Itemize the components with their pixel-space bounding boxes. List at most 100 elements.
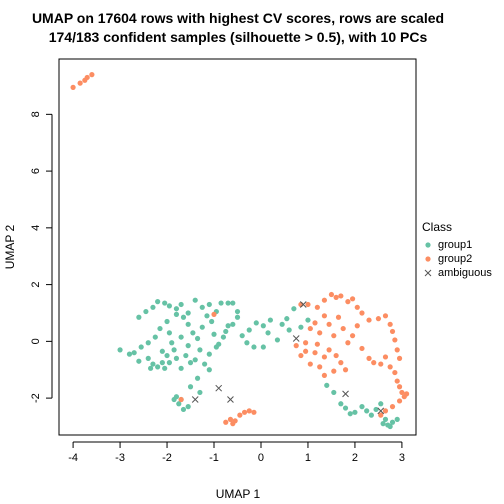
data-point-group2 [331,368,337,374]
data-point-group1 [206,301,212,308]
data-point-group2 [211,311,217,317]
data-point-group1 [190,330,196,336]
data-point-group2 [326,321,332,327]
data-point-group2 [382,408,389,414]
data-point-group1 [143,308,149,315]
legend: Class group1 group2 ambiguous [422,220,492,279]
data-point-group1 [211,331,217,337]
data-point-group2 [392,369,398,376]
data-point-group2 [298,352,304,359]
data-point-group1 [260,323,266,329]
data-point-group2 [312,350,318,356]
data-point-group2 [321,354,328,360]
data-point-group2 [382,313,389,319]
data-point-group2 [396,384,403,390]
data-point-group2 [359,310,365,316]
data-point-group2 [359,345,365,352]
data-point-group1 [194,375,201,381]
y-axis: -2 0 2 4 6 8 [30,111,53,403]
legend-key-group1 [425,242,431,248]
data-point-group1 [218,300,224,306]
data-point-ambiguous [299,301,307,308]
x-axis: -4 -3 -2 -1 0 1 2 3 [68,441,405,464]
data-point-group1 [225,323,231,329]
data-point-group2 [331,333,337,339]
data-point-ambiguous [227,396,234,403]
data-point-group1 [150,361,156,367]
data-point-group1 [162,365,168,371]
data-point-group1 [394,416,400,422]
data-point-group1 [380,421,386,427]
chart-title-line2: 174/183 confident samples (silhouette > … [49,29,428,45]
data-point-group1 [145,340,151,346]
data-point-group1 [155,364,161,370]
data-point-group2 [340,325,346,332]
data-point-group1 [171,396,177,403]
data-point-group2 [246,408,252,414]
data-point-ambiguous [191,396,199,403]
data-point-group2 [354,304,360,310]
chart-title-line1: UMAP on 17604 rows with highest CV score… [32,10,444,26]
data-point-group1 [136,314,142,320]
data-point-group1 [230,321,236,327]
data-point-group1 [155,299,161,305]
data-point-group1 [364,408,370,414]
legend-label-group2: group2 [438,253,472,265]
data-point-group1 [173,306,180,312]
data-point-group2 [349,296,356,302]
data-point-group1 [279,321,285,327]
data-point-group2 [396,355,403,361]
data-point-group1 [173,311,180,317]
data-point-group2 [70,84,76,90]
data-point-group2 [371,360,377,366]
data-point-group2 [321,372,328,379]
data-point-group2 [305,301,311,308]
y-tick-label: 8 [30,111,42,117]
data-point-group1 [213,344,219,350]
data-point-group2 [223,419,229,425]
data-point-group2 [314,341,320,347]
data-point-group1 [187,360,194,366]
data-point-group1 [202,361,208,367]
data-point-group1 [171,347,177,353]
data-point-group2 [378,361,384,367]
data-point-group1 [147,365,154,371]
data-point-group2 [333,352,339,359]
data-point-group2 [89,72,95,78]
data-point-group1 [138,344,144,350]
data-point-group1 [199,304,205,310]
data-point-group1 [145,355,151,361]
data-point-group1 [359,404,365,410]
data-point-group1 [173,355,180,361]
data-point-group1 [187,384,194,390]
data-point-group2 [349,333,356,339]
y-tick-label: 4 [30,225,42,231]
legend-label-group1: group1 [438,239,472,251]
legend-label-ambiguous: ambiguous [438,267,492,279]
y-tick-label: 0 [30,338,42,344]
data-point-group1 [199,324,205,330]
data-point-group2 [307,325,313,332]
data-point-group2 [382,354,389,360]
data-point-group1 [239,333,245,339]
data-point-group1 [166,330,172,336]
data-point-group1 [220,334,227,340]
data-point-group1 [206,351,212,357]
data-point-group1 [260,344,266,350]
x-axis-label: UMAP 1 [216,487,261,501]
data-point-group2 [230,421,236,427]
data-point-group1 [197,389,203,396]
data-point-group2 [227,416,234,422]
data-point-group1 [209,318,215,325]
data-point-ambiguous [215,384,223,392]
data-point-group2 [399,389,405,396]
data-point-ambiguous [377,407,385,415]
x-tick-label: 1 [305,452,311,464]
data-point-group1 [166,303,172,309]
points-layer [70,72,410,430]
data-point-group2 [314,304,320,310]
data-point-group1 [152,334,158,340]
data-point-group1 [373,406,379,413]
data-point-group2 [317,364,323,370]
